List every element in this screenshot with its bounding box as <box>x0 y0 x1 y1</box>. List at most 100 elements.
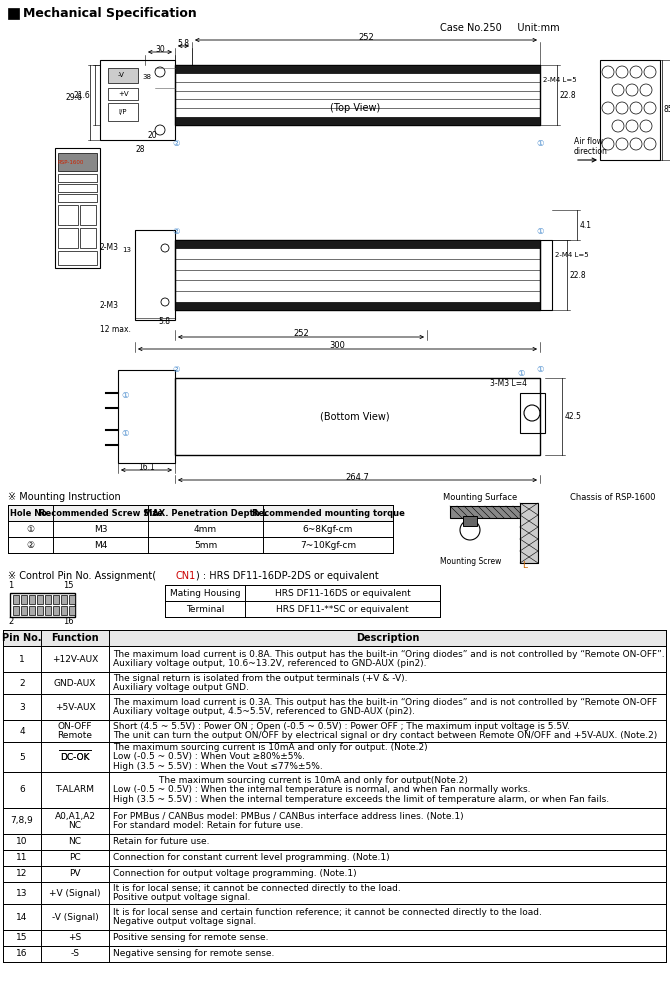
Bar <box>45 595 51 604</box>
Bar <box>520 393 545 433</box>
Text: Recommended mounting torque: Recommended mounting torque <box>251 508 405 517</box>
Bar <box>175 378 540 455</box>
Bar <box>175 240 540 310</box>
Text: ①: ① <box>536 366 543 375</box>
Bar <box>118 370 175 463</box>
Bar <box>37 606 43 615</box>
Text: 7~10Kgf-cm: 7~10Kgf-cm <box>300 541 356 549</box>
Text: ①: ① <box>121 429 129 437</box>
Text: 1: 1 <box>19 655 25 664</box>
Text: Case No.250     Unit:mm: Case No.250 Unit:mm <box>440 23 559 33</box>
Text: 5.8: 5.8 <box>158 318 170 326</box>
Text: For standard model: Retain for future use.: For standard model: Retain for future us… <box>113 821 304 831</box>
Text: Auxiliary voltage output, 10.6~13.2V, referenced to GND-AUX (pin2).: Auxiliary voltage output, 10.6~13.2V, re… <box>113 660 427 668</box>
Text: Terminal: Terminal <box>186 605 224 613</box>
Bar <box>3 850 666 866</box>
Bar <box>10 593 75 617</box>
Bar <box>8 505 393 553</box>
Text: CN1: CN1 <box>175 571 195 581</box>
Bar <box>58 194 97 202</box>
Bar <box>3 672 666 694</box>
Bar <box>55 148 100 268</box>
Bar <box>53 606 59 615</box>
Bar <box>80 205 96 225</box>
Text: 3: 3 <box>19 703 25 712</box>
Text: -V (Signal): -V (Signal) <box>52 912 98 921</box>
Text: NC: NC <box>68 821 82 830</box>
Text: +V (Signal): +V (Signal) <box>50 889 100 897</box>
Bar <box>3 630 666 646</box>
Text: 264.7: 264.7 <box>346 473 369 482</box>
Bar <box>13 595 19 604</box>
Text: +5V-AUX: +5V-AUX <box>55 703 95 712</box>
Bar <box>58 153 97 171</box>
Bar <box>175 240 540 248</box>
Text: Function: Function <box>51 633 98 643</box>
Bar <box>100 60 175 140</box>
Text: 16.1: 16.1 <box>138 462 155 472</box>
Bar <box>21 606 27 615</box>
Text: ①: ① <box>121 391 129 400</box>
Bar <box>3 834 666 850</box>
Bar <box>3 742 666 772</box>
Text: T-ALARM: T-ALARM <box>56 785 94 794</box>
Text: Negative sensing for remote sense.: Negative sensing for remote sense. <box>113 950 275 958</box>
Text: 2-M4 L=5: 2-M4 L=5 <box>543 77 577 83</box>
Bar <box>135 230 175 320</box>
Text: 252: 252 <box>358 32 374 41</box>
Bar <box>3 904 666 930</box>
Text: M4: M4 <box>94 541 107 549</box>
Bar <box>58 251 97 265</box>
Bar <box>3 646 666 672</box>
Text: 12: 12 <box>16 870 27 879</box>
Bar <box>3 630 666 962</box>
Text: 13: 13 <box>16 889 27 897</box>
Text: 29.6: 29.6 <box>65 93 82 102</box>
Bar <box>80 228 96 248</box>
Bar <box>108 68 138 83</box>
Bar <box>58 228 78 248</box>
Text: 4mm: 4mm <box>194 525 217 534</box>
Text: Description: Description <box>356 633 419 643</box>
Text: 16: 16 <box>16 950 27 958</box>
Bar <box>21 595 27 604</box>
Bar <box>3 772 666 808</box>
Text: 2-M3: 2-M3 <box>100 301 119 310</box>
Text: 30: 30 <box>155 44 165 53</box>
Text: Low (-0.5 ~ 0.5V) : When the internal temperature is normal, and when Fan normal: Low (-0.5 ~ 0.5V) : When the internal te… <box>113 785 531 794</box>
Bar <box>175 65 540 73</box>
Bar <box>58 205 78 225</box>
Text: The maximum sourcing current is 10mA and only for output(Note.2): The maximum sourcing current is 10mA and… <box>113 776 468 785</box>
Text: Auxiliary voltage output GND.: Auxiliary voltage output GND. <box>113 683 249 692</box>
Text: PV: PV <box>69 870 81 879</box>
Text: 5: 5 <box>19 753 25 762</box>
Text: 85: 85 <box>664 105 670 114</box>
Text: 2-M3: 2-M3 <box>100 244 119 253</box>
Bar <box>175 302 540 310</box>
Bar <box>13 606 19 615</box>
Text: +V: +V <box>118 91 129 97</box>
Text: +12V-AUX: +12V-AUX <box>52 655 98 664</box>
Text: 5mm: 5mm <box>194 541 217 549</box>
Bar <box>37 595 43 604</box>
Text: Connection for constant current level programming. (Note.1): Connection for constant current level pr… <box>113 853 390 862</box>
Text: DC-OK: DC-OK <box>60 753 90 762</box>
Text: I/P: I/P <box>118 109 127 115</box>
Bar <box>69 595 75 604</box>
Text: +S: +S <box>68 934 82 943</box>
Text: Mating Housing: Mating Housing <box>170 589 241 598</box>
Text: ※ Mounting Instruction: ※ Mounting Instruction <box>8 492 121 502</box>
Text: 21.6: 21.6 <box>74 90 90 99</box>
Text: 15: 15 <box>63 581 74 590</box>
Text: RSP-1600: RSP-1600 <box>57 159 83 164</box>
Text: Retain for future use.: Retain for future use. <box>113 838 210 846</box>
Text: direction: direction <box>574 147 608 156</box>
Bar <box>108 88 138 100</box>
Text: 22.8: 22.8 <box>570 270 587 279</box>
Text: Recommended Screw Size: Recommended Screw Size <box>39 508 162 517</box>
Text: Positive sensing for remote sense.: Positive sensing for remote sense. <box>113 934 269 943</box>
Text: Mounting Screw: Mounting Screw <box>440 557 501 566</box>
Text: 300: 300 <box>329 341 345 351</box>
Bar <box>45 606 51 615</box>
Text: Hole No.: Hole No. <box>10 508 51 517</box>
